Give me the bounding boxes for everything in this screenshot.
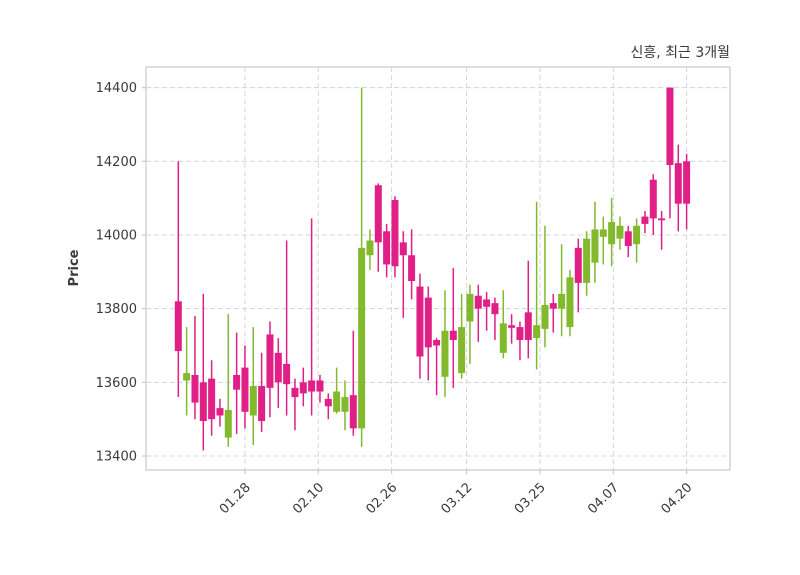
candle-down <box>449 268 457 388</box>
candle-up <box>224 314 232 447</box>
candle-down <box>316 374 324 403</box>
y-tick-label: 14400 <box>96 81 137 96</box>
candle-down <box>324 393 332 420</box>
candle-down <box>199 293 207 451</box>
candle-down <box>641 211 649 234</box>
candle-down <box>491 297 499 340</box>
x-tick-label: 01.28 <box>217 480 254 517</box>
x-tick-label: 02.10 <box>290 480 327 517</box>
x-tick-label: 02.26 <box>364 480 401 517</box>
candle-up <box>566 269 574 337</box>
candle-up <box>358 87 366 447</box>
x-tick-label: 04.07 <box>585 480 622 517</box>
candle-down <box>216 398 224 427</box>
plot-frame <box>145 66 731 471</box>
candle-down <box>191 316 199 420</box>
x-tick-label: 03.25 <box>512 480 549 517</box>
candle-up <box>633 218 641 263</box>
candle-down <box>549 293 557 333</box>
candle-up <box>608 198 616 267</box>
candle-down <box>524 260 532 359</box>
candle-down <box>674 144 682 232</box>
candle-up <box>499 290 507 359</box>
candle-up <box>558 244 566 337</box>
candle-up <box>366 229 374 270</box>
candle-down <box>416 273 424 379</box>
candle-down <box>308 218 316 416</box>
candle-up <box>441 290 449 398</box>
candles <box>174 87 691 451</box>
candle-down <box>374 183 382 272</box>
candle-down <box>208 360 216 436</box>
candle-up <box>583 231 591 296</box>
candle-down <box>274 338 282 409</box>
candle-down <box>508 314 516 344</box>
candle-down <box>683 153 691 230</box>
y-tick-label: 13600 <box>96 376 137 391</box>
candle-down <box>658 211 666 250</box>
candle-down <box>266 321 274 418</box>
candle-down <box>349 330 357 436</box>
x-tick-label: 03.12 <box>439 480 476 517</box>
candle-down <box>649 174 657 235</box>
candle-down <box>474 284 482 342</box>
candle-up <box>466 284 474 364</box>
candle-down <box>424 286 432 381</box>
candle-down <box>258 352 266 433</box>
candle-up <box>341 380 349 431</box>
y-tick-label: 13800 <box>96 302 137 317</box>
y-tick-label: 13400 <box>96 450 137 465</box>
y-tick-label: 14200 <box>96 155 137 170</box>
candle-down <box>241 345 249 429</box>
candle-down <box>383 223 391 278</box>
gridlines <box>146 67 730 470</box>
y-tick-label: 14000 <box>96 228 137 243</box>
candle-down <box>233 332 241 434</box>
candle-up <box>591 201 599 283</box>
candle-down <box>574 238 582 313</box>
candle-up <box>616 216 624 250</box>
candle-down <box>174 161 182 398</box>
candle-up <box>533 201 541 370</box>
x-tick-label: 04.20 <box>659 480 696 517</box>
candle-up <box>458 293 466 379</box>
candle-down <box>283 240 291 416</box>
candle-up <box>183 327 191 416</box>
candle-down <box>399 231 407 318</box>
candle-down <box>408 229 416 300</box>
candle-down <box>516 321 524 361</box>
candle-down <box>299 367 307 407</box>
candle-up <box>541 225 549 348</box>
candle-down <box>291 378 299 431</box>
candle-down <box>391 196 399 278</box>
candle-up <box>599 216 607 265</box>
candle-up <box>333 367 341 414</box>
candle-down <box>624 225 632 258</box>
chart-title: 신흥, 최근 3개월 <box>630 45 730 61</box>
y-axis-label: Price <box>67 249 82 286</box>
candle-down <box>433 338 441 396</box>
candle-up <box>249 327 257 445</box>
candle-down <box>666 87 674 219</box>
candle-down <box>483 292 491 331</box>
